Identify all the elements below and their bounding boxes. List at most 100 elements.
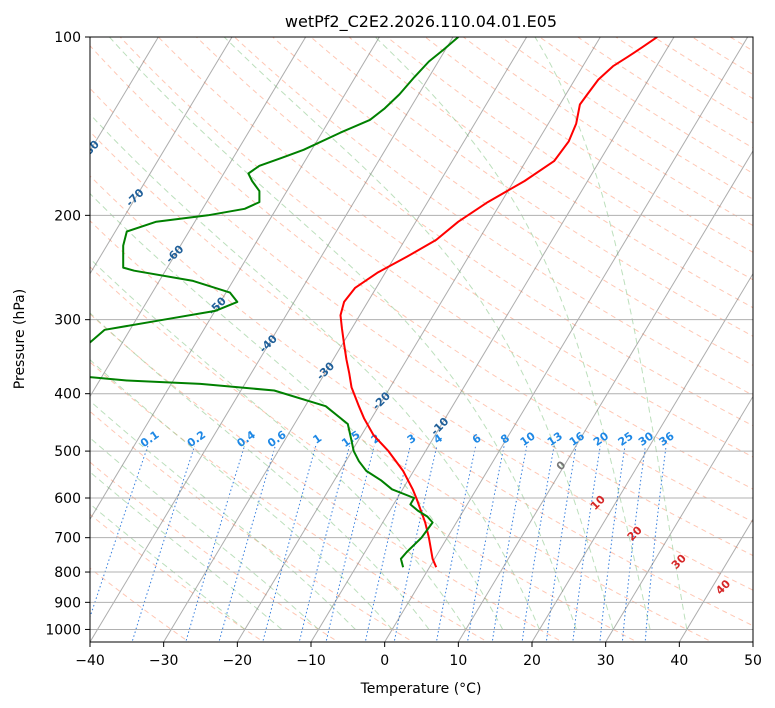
dry-adiabat-line [653, 37, 753, 100]
dry-adiabat-line [90, 87, 753, 557]
moist-adiabat-line [90, 437, 319, 630]
y-tick-label: 200 [54, 208, 81, 224]
x-tick-label: 30 [597, 653, 615, 669]
mixing-ratio-label: 0.1 [138, 428, 161, 450]
mixing-ratio-label: 6 [470, 431, 484, 446]
mixing-ratio-label: 25 [616, 429, 636, 448]
dry-adiabat-line [576, 37, 753, 149]
dry-adiabat-line [90, 513, 265, 642]
y-tick-label: 900 [54, 595, 81, 611]
dry-adiabat-label: -100 [0, 42, 13, 71]
isotherm-line [90, 37, 233, 275]
y-tick-label: 400 [54, 387, 81, 403]
mixing-ratio-label: 2 [369, 432, 383, 447]
mixing-ratio-line [521, 445, 555, 642]
x-tick-label: 10 [449, 653, 467, 669]
moist-adiabat-label: 10 [588, 493, 608, 513]
dry-adiabat-line [614, 37, 753, 124]
x-tick-label: −10 [296, 653, 326, 669]
dry-adiabat-line [691, 37, 753, 76]
mixing-ratio-line [621, 445, 646, 642]
moist-adiabat-line [90, 503, 246, 630]
x-tick-label: −20 [223, 653, 253, 669]
dry-adiabat-line [386, 37, 753, 281]
moist-adiabat-line [90, 113, 540, 630]
x-tick-label: 40 [670, 653, 688, 669]
isotherm-line [163, 37, 528, 642]
mixing-ratio-label: 3 [405, 432, 419, 447]
moist-adiabat-line [90, 312, 430, 630]
profile-layer [90, 37, 658, 568]
mixing-ratio-line [491, 445, 528, 642]
dewpoint-profile [90, 37, 459, 568]
mixing-ratio-line [185, 445, 245, 642]
mixing-ratio-label: 0.6 [265, 428, 289, 450]
y-tick-label: 800 [54, 565, 81, 581]
dry-adiabat-line [90, 220, 713, 642]
isotherm-line [531, 272, 753, 642]
y-tick-label: 100 [54, 30, 81, 46]
chart-title: wetPf2_C2E2.2026.110.04.01.E05 [285, 12, 557, 32]
isotherm-line [605, 395, 753, 642]
dry-adiabat-line [271, 37, 753, 367]
dry-adiabat-label: -40 [257, 332, 280, 355]
moist-adiabat-line [374, 37, 651, 630]
isotherm-line [90, 37, 159, 152]
dry-adiabat-line [538, 37, 753, 174]
y-tick-label: 1000 [45, 622, 81, 638]
plot-frame [89, 36, 754, 643]
mixing-ratio-line [131, 445, 196, 642]
mixing-ratio-line [644, 445, 667, 642]
isotherm-line [90, 37, 307, 398]
mixing-ratio-line [325, 445, 375, 642]
isotherm-line [236, 37, 601, 642]
dry-adiabat-line [119, 37, 753, 490]
dry-adiabat-line [729, 37, 753, 52]
isotherm-line [678, 518, 753, 642]
y-tick-label: 500 [54, 444, 81, 460]
temperature-profile [339, 37, 658, 568]
dry-adiabat-line [90, 461, 340, 642]
isotherm-line [310, 37, 675, 642]
dry-adiabat-label: -70 [123, 186, 146, 209]
mixing-ratio-line [599, 445, 626, 642]
dry-adiabat-label: -90 [37, 84, 60, 107]
mixing-ratio-label: 36 [657, 429, 677, 449]
grid-layer [90, 37, 753, 642]
dry-adiabat-line [90, 175, 753, 627]
moist-adiabat-line [90, 257, 467, 630]
dry-adiabat-line [424, 37, 753, 253]
y-tick-label: 600 [54, 491, 81, 507]
moist-adiabat-label: 30 [669, 552, 689, 572]
x-axis-label: Temperature (°C) [360, 681, 482, 697]
axis-ticks: −40 −30 −20 −10 0 10 20 30 40 5010020030040050060… [45, 30, 762, 669]
mixing-ratio-label: 20 [591, 429, 611, 449]
moist-adiabat-line [534, 37, 688, 630]
mixing-ratio-line [435, 445, 477, 642]
moist-adiabat-line [90, 400, 356, 630]
y-tick-label: 300 [54, 313, 81, 329]
dry-adiabat-line [90, 266, 639, 642]
moist-adiabat-line [109, 37, 577, 630]
x-tick-label: 0 [380, 653, 389, 669]
dry-adiabat-line [90, 313, 564, 642]
y-axis-label: Pressure (hPa) [12, 289, 28, 389]
isotherm-line [90, 37, 454, 642]
mixing-ratio-line [262, 445, 317, 642]
background-lines [90, 37, 753, 642]
x-tick-label: −30 [149, 653, 179, 669]
dry-adiabat-line [157, 37, 753, 458]
mixing-ratio-line [467, 445, 505, 642]
isotherm-line [384, 37, 749, 642]
isotherm-line [90, 37, 380, 521]
moist-adiabat-label: 0 [554, 458, 569, 473]
isotherm-line [752, 641, 753, 642]
mixing-ratio-label: 10 [518, 429, 538, 449]
y-tick-label: 700 [54, 531, 81, 547]
mixing-ratio-label: 1 [310, 432, 324, 447]
dry-adiabat-label: -20 [370, 389, 393, 412]
isotherm-line [457, 149, 753, 642]
mixing-ratio-label: 0.2 [185, 428, 208, 450]
mixing-ratio-label: 13 [545, 429, 565, 448]
